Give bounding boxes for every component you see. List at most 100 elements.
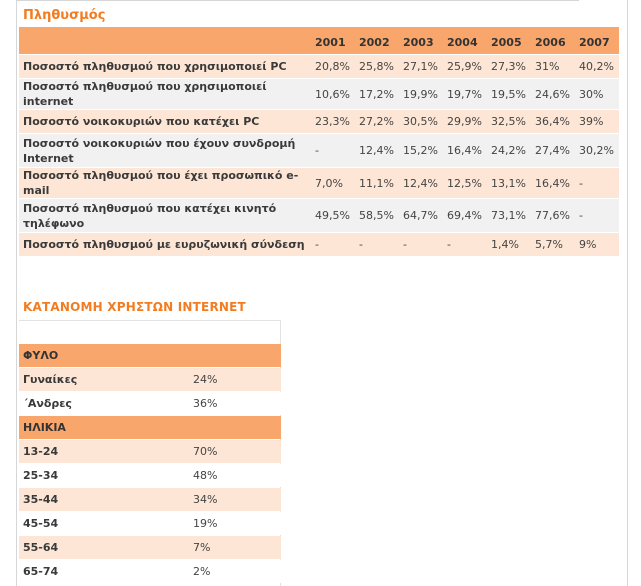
- row-value: 17,2%: [355, 79, 399, 109]
- row-value: 25,8%: [355, 55, 399, 78]
- row-value: 11,1%: [355, 168, 399, 198]
- header-empty-cell: [19, 27, 311, 54]
- row-value: 31%: [531, 55, 575, 78]
- gender-header: ΦΥΛΟ: [19, 344, 281, 367]
- row-value: 1,4%: [487, 233, 531, 256]
- row-label: Ποσοστό νοικοκυριών που κατέχει PC: [19, 110, 311, 133]
- item-value: 48%: [189, 464, 281, 487]
- row-value: 32,5%: [487, 110, 531, 133]
- item-value: 2%: [189, 560, 281, 583]
- item-label: 35-44: [19, 488, 189, 511]
- year-header: 2002: [355, 27, 399, 54]
- year-header: 2003: [399, 27, 443, 54]
- item-label: 55-64: [19, 536, 189, 559]
- list-item: 13-24 70%: [19, 440, 281, 463]
- item-value: 19%: [189, 512, 281, 535]
- row-value: 9%: [575, 233, 619, 256]
- row-value: 19,5%: [487, 79, 531, 109]
- table-header-row: 2001 2002 2003 2004 2005 2006 2007: [19, 27, 619, 54]
- item-label: 65-74: [19, 560, 189, 583]
- year-header: 2001: [311, 27, 355, 54]
- list-item: 65-74 2%: [19, 560, 281, 583]
- table-row: Ποσοστό νοικοκυριών που έχουν συνδρομή I…: [19, 134, 619, 167]
- year-header: 2004: [443, 27, 487, 54]
- row-value: 27,3%: [487, 55, 531, 78]
- item-value: 24%: [189, 368, 281, 391]
- row-value: 27,4%: [531, 134, 575, 167]
- item-label: 13-24: [19, 440, 189, 463]
- row-label: Ποσοστό πληθυσμού που χρησιμοποιεί inter…: [19, 79, 311, 109]
- row-value: 12,5%: [443, 168, 487, 198]
- row-value: 16,4%: [443, 134, 487, 167]
- list-item: Γυναίκες 24%: [19, 368, 281, 391]
- population-stats-table: 2001 2002 2003 2004 2005 2006 2007 Ποσοστό πληθ…: [19, 26, 619, 257]
- left-border: [16, 0, 17, 586]
- population-title: Πληθυσμός: [23, 8, 106, 23]
- row-value: 12,4%: [399, 168, 443, 198]
- row-value: 27,1%: [399, 55, 443, 78]
- list-item: 55-64 7%: [19, 536, 281, 559]
- row-value: -: [399, 233, 443, 256]
- list-item: 45-54 19%: [19, 512, 281, 535]
- row-value: 20,8%: [311, 55, 355, 78]
- table-row: Ποσοστό πληθυσμού με ευρυζωνική σύνδεση -…: [19, 233, 619, 256]
- gender-header-label: ΦΥΛΟ: [19, 344, 281, 367]
- row-value: 24,6%: [531, 79, 575, 109]
- table-row: Ποσοστό πληθυσμού που χρησιμοποιεί PC 20,…: [19, 55, 619, 78]
- year-header: 2007: [575, 27, 619, 54]
- row-value: 39%: [575, 110, 619, 133]
- row-value: 12,4%: [355, 134, 399, 167]
- year-header: 2006: [531, 27, 575, 54]
- row-value: 23,3%: [311, 110, 355, 133]
- row-value: -: [355, 233, 399, 256]
- item-value: 36%: [189, 392, 281, 415]
- row-value: 10,6%: [311, 79, 355, 109]
- row-value: 73,1%: [487, 199, 531, 232]
- age-header-label: ΗΛΙΚΙΑ: [19, 416, 281, 439]
- row-value: -: [443, 233, 487, 256]
- top-divider: [16, 0, 579, 1]
- row-label: Ποσοστό πληθυσμού που κατέχει κινητό τηλ…: [19, 199, 311, 232]
- right-border: [627, 0, 628, 586]
- row-value: 30,2%: [575, 134, 619, 167]
- row-value: -: [311, 134, 355, 167]
- table-row: Ποσοστό πληθυσμού που χρησιμοποιεί inter…: [19, 79, 619, 109]
- row-label: Ποσοστό πληθυσμού με ευρυζωνική σύνδεση: [19, 233, 311, 256]
- distribution-title: ΚΑΤΑΝΟΜΗ ΧΡΗΣΤΩΝ INTERNET: [23, 300, 246, 314]
- row-value: -: [575, 168, 619, 198]
- internet-users-distribution-table: ΦΥΛΟ Γυναίκες 24% ΄Ανδρες 36% ΗΛΙΚΙΑ 13-24 70% 2…: [19, 343, 281, 584]
- row-value: 24,2%: [487, 134, 531, 167]
- row-value: 19,7%: [443, 79, 487, 109]
- row-value: 30,5%: [399, 110, 443, 133]
- table-row: Ποσοστό νοικοκυριών που κατέχει PC 23,3% 2…: [19, 110, 619, 133]
- row-value: 40,2%: [575, 55, 619, 78]
- row-value: 5,7%: [531, 233, 575, 256]
- item-label: Γυναίκες: [19, 368, 189, 391]
- item-label: 45-54: [19, 512, 189, 535]
- table-row: Ποσοστό πληθυσμού που κατέχει κινητό τηλ…: [19, 199, 619, 232]
- row-value: 16,4%: [531, 168, 575, 198]
- list-item: 35-44 34%: [19, 488, 281, 511]
- list-item: 25-34 48%: [19, 464, 281, 487]
- distribution-top-border: [19, 320, 281, 321]
- row-value: -: [311, 233, 355, 256]
- row-value: -: [575, 199, 619, 232]
- row-value: 19,9%: [399, 79, 443, 109]
- row-value: 64,7%: [399, 199, 443, 232]
- row-value: 36,4%: [531, 110, 575, 133]
- row-label: Ποσοστό νοικοκυριών που έχουν συνδρομή I…: [19, 134, 311, 167]
- row-value: 29,9%: [443, 110, 487, 133]
- item-label: 25-34: [19, 464, 189, 487]
- row-label: Ποσοστό πληθυσμού που χρησιμοποιεί PC: [19, 55, 311, 78]
- row-value: 49,5%: [311, 199, 355, 232]
- age-header: ΗΛΙΚΙΑ: [19, 416, 281, 439]
- list-item: ΄Ανδρες 36%: [19, 392, 281, 415]
- item-value: 7%: [189, 536, 281, 559]
- row-value: 30%: [575, 79, 619, 109]
- row-value: 15,2%: [399, 134, 443, 167]
- row-value: 25,9%: [443, 55, 487, 78]
- year-header: 2005: [487, 27, 531, 54]
- row-value: 7,0%: [311, 168, 355, 198]
- item-value: 34%: [189, 488, 281, 511]
- row-label: Ποσοστό πληθυσμού που έχει προσωπικό e-m…: [19, 168, 311, 198]
